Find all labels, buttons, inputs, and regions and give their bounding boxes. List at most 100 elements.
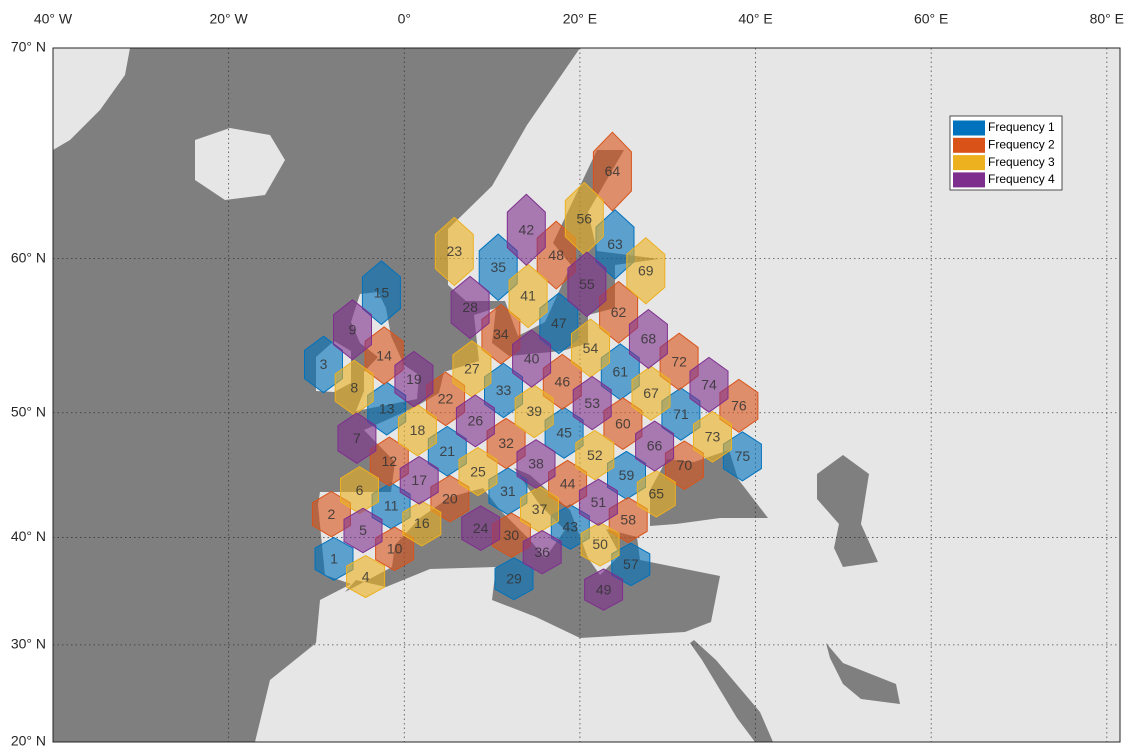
cell-label: 41: [520, 288, 536, 304]
cell-label: 24: [473, 520, 489, 536]
cell-label: 15: [374, 284, 390, 300]
cell-label: 59: [619, 467, 635, 483]
cell-label: 53: [584, 395, 600, 411]
cell-label: 23: [447, 243, 463, 259]
cell-label: 50: [592, 536, 608, 552]
x-tick-label: 40° E: [738, 11, 772, 27]
cell-label: 61: [613, 364, 629, 380]
hex-cell: [626, 237, 666, 305]
hex-cell: [343, 507, 383, 554]
greenland: [53, 48, 130, 150]
cell-label: 52: [587, 447, 603, 463]
cell-label: 28: [462, 299, 478, 315]
cell-label: 27: [464, 361, 480, 377]
hex-cell: [522, 530, 562, 575]
cell-label: 73: [705, 429, 721, 445]
hex-cell: [584, 568, 624, 611]
x-tick-label: 20° W: [209, 11, 248, 27]
cell-label: 65: [649, 485, 665, 501]
hex-cell: [506, 193, 546, 266]
cell-label: 76: [731, 398, 747, 414]
legend-swatch: [953, 155, 985, 171]
caspian-sea: [817, 455, 878, 567]
hex-cell: [516, 439, 556, 489]
cell-label: 44: [560, 476, 576, 492]
cell-label: 43: [562, 519, 578, 535]
hex-cell: [628, 308, 668, 370]
cell-label: 7: [353, 430, 361, 446]
hex-cell: [461, 505, 501, 551]
cell-label: 71: [673, 406, 689, 422]
cell-label: 64: [605, 163, 621, 179]
hex-cell: [567, 251, 607, 318]
plot-frame: [52, 47, 1121, 743]
legend-swatch: [953, 137, 985, 153]
legend-label: Frequency 1: [988, 120, 1055, 134]
cell-label: 38: [528, 456, 544, 472]
cell-label: 74: [701, 377, 717, 393]
cell-label: 68: [641, 331, 657, 347]
hex-cell: [635, 420, 675, 472]
y-tick-label: 20° N: [11, 733, 46, 749]
hex-cell: [346, 555, 386, 599]
hex-cell: [631, 365, 671, 421]
cell-label: 1: [330, 551, 338, 567]
hex-cell: [402, 500, 442, 547]
cell-label: 5: [359, 522, 367, 538]
cell-label: 26: [468, 413, 484, 429]
cell-label: 62: [611, 304, 627, 320]
hex-cell: [580, 521, 620, 567]
cell-label: 37: [532, 501, 548, 517]
cell-label: 45: [556, 425, 572, 441]
cell-label: 57: [623, 556, 639, 572]
cell-label: 8: [350, 379, 358, 395]
cell-label: 25: [470, 463, 486, 479]
hex-cell: [458, 446, 498, 497]
x-tick-label: 20° E: [563, 11, 597, 27]
cell-label: 21: [440, 443, 456, 459]
hex-cell: [514, 384, 554, 439]
cell-label: 49: [596, 581, 612, 597]
hex-cell: [333, 299, 372, 361]
cell-label: 55: [579, 276, 595, 292]
cell-label: 10: [387, 540, 403, 556]
x-tick-label: 60° E: [914, 11, 948, 27]
cell-label: 40: [524, 350, 540, 366]
cell-label: 3: [320, 356, 328, 372]
cell-label: 32: [498, 435, 514, 451]
cell-label: 39: [526, 403, 542, 419]
cell-label: 66: [647, 438, 663, 454]
hex-cell: [508, 263, 548, 329]
hex-cell: [337, 412, 377, 464]
x-tick-label: 40° W: [34, 11, 73, 27]
cell-label: 9: [349, 321, 357, 337]
hex-cell: [592, 131, 632, 212]
cell-label: 33: [496, 382, 512, 398]
cell-label: 46: [555, 374, 571, 390]
iceland: [195, 128, 285, 200]
cell-label: 51: [591, 494, 607, 510]
cell-label: 29: [506, 570, 522, 586]
cell-label: 58: [620, 512, 636, 528]
hex-cell: [450, 275, 490, 340]
cell-label: 18: [410, 422, 426, 438]
cell-label: 47: [551, 315, 567, 331]
cell-label: 63: [607, 236, 623, 252]
y-tick-label: 30° N: [11, 636, 46, 652]
cell-label: 35: [490, 259, 506, 275]
cell-label: 12: [382, 453, 398, 469]
cell-label: 72: [671, 353, 687, 369]
cell-label: 60: [615, 415, 631, 431]
cell-label: 22: [438, 391, 454, 407]
cell-label: 20: [442, 490, 458, 506]
hex-cell: [434, 216, 474, 287]
cell-label: 2: [327, 506, 335, 522]
legend: Frequency 1 Frequency 2 Frequency 3 Frequen…: [949, 115, 1063, 191]
cell-label: 13: [379, 400, 395, 416]
cell-label: 30: [504, 527, 520, 543]
cell-label: 42: [519, 221, 535, 237]
hex-cell: [693, 411, 732, 463]
y-tick-label: 60° N: [11, 249, 46, 265]
